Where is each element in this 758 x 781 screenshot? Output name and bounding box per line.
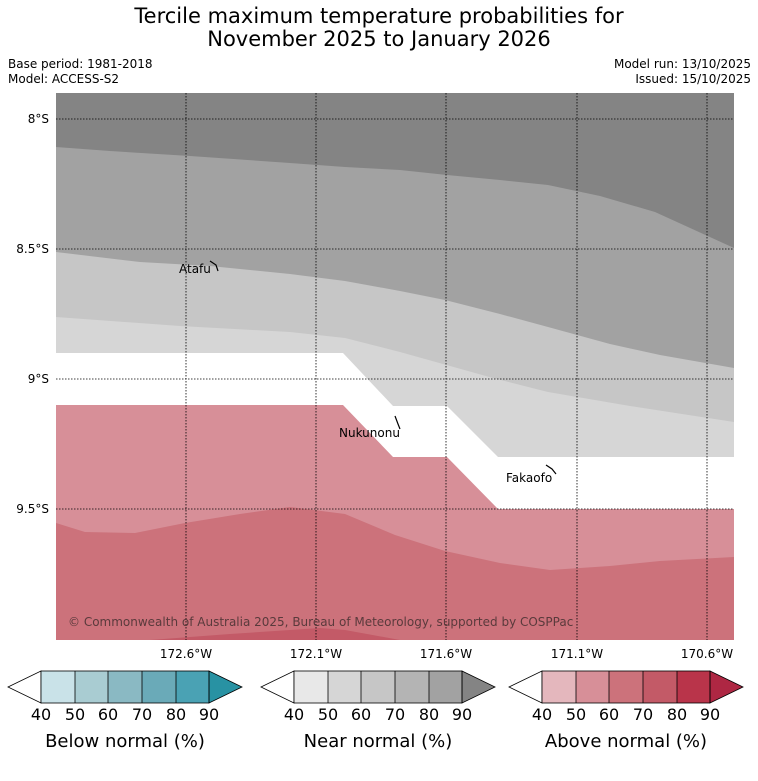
lon-label: 171.1°W (551, 647, 603, 661)
lat-label: 8.5°S (16, 242, 49, 256)
colorbar-swatch (41, 671, 75, 703)
atafu-coastline (209, 260, 219, 272)
colorbar-tick: 50 (566, 705, 586, 724)
map-panel: Atafu Nukunonu Fakaofo © Commonwealth of… (56, 93, 734, 640)
colorbar-tick: 90 (452, 705, 472, 724)
place-label-fakaofo: Fakaofo (506, 471, 552, 485)
lon-label: 171.6°W (420, 647, 472, 661)
colorbar-frame (293, 670, 463, 704)
colorbar-label: Above normal (%) (545, 731, 707, 752)
colorbar-swatch (429, 671, 462, 703)
colorbar-frame (40, 670, 210, 704)
colorbar-swatch (576, 671, 609, 703)
colorbar-tick: 70 (132, 705, 152, 724)
above-normal-70-80-zone (150, 628, 400, 640)
near-normal-90-plus-zone (56, 93, 734, 248)
colorbar-swatch (176, 671, 209, 703)
place-label-nukunonu: Nukunonu (339, 426, 400, 440)
model-run: Model run: 13/10/2025 (613, 57, 751, 71)
colorbar-tick: 60 (599, 705, 619, 724)
colorbar-frame (541, 670, 711, 704)
lon-label: 172.6°W (160, 647, 212, 661)
colorbar-swatch (294, 671, 328, 703)
colorbar-tick: 50 (318, 705, 338, 724)
colorbar-tick: 60 (98, 705, 118, 724)
above-normal-60-70-zone (56, 507, 734, 640)
colorbar-tick: 60 (351, 705, 371, 724)
colorbar-swatch (108, 671, 142, 703)
colorbar-tick: 80 (667, 705, 687, 724)
colorbar-swatch (709, 670, 744, 704)
colorbar-swatch (609, 671, 643, 703)
model-name: Model: ACCESS-S2 (8, 72, 120, 86)
colorbar-above-normal: 40 50 60 70 80 90 Above normal (%) (508, 670, 744, 752)
latitude-axis: 8°S 8.5°S 9°S 9.5°S (16, 112, 49, 516)
place-label-atafu: Atafu (179, 262, 211, 276)
lat-label: 8°S (28, 112, 49, 126)
colorbar-tick: 70 (633, 705, 653, 724)
base-period: Base period: 1981-2018 (8, 57, 153, 71)
colorbar-near-normal: 40 50 60 70 80 90 Near normal (%) (260, 670, 496, 752)
lat-label: 9°S (28, 372, 49, 386)
colorbar-swatch (395, 671, 429, 703)
colorbar-tick: 50 (65, 705, 85, 724)
title-line-1: Tercile maximum temperature probabilitie… (134, 4, 624, 28)
colorbar-swatch (508, 670, 543, 704)
colorbar-swatch (643, 671, 677, 703)
colorbar-tick: 70 (385, 705, 405, 724)
colorbar-label: Below normal (%) (45, 731, 205, 752)
lon-label: 170.6°W (681, 647, 733, 661)
lon-label: 172.1°W (290, 647, 342, 661)
issued-date: Issued: 15/10/2025 (635, 72, 751, 86)
colorbar-swatch (461, 670, 496, 704)
colorbar-tick: 80 (166, 705, 186, 724)
lat-label: 9.5°S (16, 502, 49, 516)
graticule (56, 93, 734, 640)
colorbar-swatch (142, 671, 176, 703)
fakaofo-coastline (545, 464, 557, 475)
right-metadata: Model run: 13/10/2025 Issued: 15/10/2025 (614, 57, 751, 87)
atoll-coastlines (209, 260, 557, 475)
colorbar-swatch (7, 670, 42, 704)
colorbar-tick: 90 (700, 705, 720, 724)
colorbar-swatch (75, 671, 108, 703)
left-metadata: Base period: 1981-2018 Model: ACCESS-S2 (8, 57, 153, 87)
colorbar-below-normal: 40 50 60 70 80 90 Below normal (%) (7, 670, 243, 752)
colorbar-swatch (542, 671, 576, 703)
colorbar-tick: 40 (31, 705, 51, 724)
colorbar-swatch (677, 671, 710, 703)
colorbar-tick: 90 (199, 705, 219, 724)
map-title: Tercile maximum temperature probabilitie… (0, 5, 758, 51)
colorbar-tick: 40 (532, 705, 552, 724)
title-line-2: November 2025 to January 2026 (207, 27, 551, 51)
longitude-axis: 172.6°W 172.1°W 171.6°W 171.1°W 170.6°W (160, 647, 733, 661)
colorbar-tick: 80 (419, 705, 439, 724)
copyright-notice: © Commonwealth of Australia 2025, Bureau… (68, 615, 573, 629)
colorbar-swatch (361, 671, 395, 703)
colorbar-swatch (328, 671, 361, 703)
colorbar-label: Near normal (%) (304, 731, 453, 752)
colorbar-swatch (208, 670, 243, 704)
colorbar-tick: 40 (284, 705, 304, 724)
colorbar-swatch (260, 670, 295, 704)
nukunonu-coastline (394, 415, 401, 430)
